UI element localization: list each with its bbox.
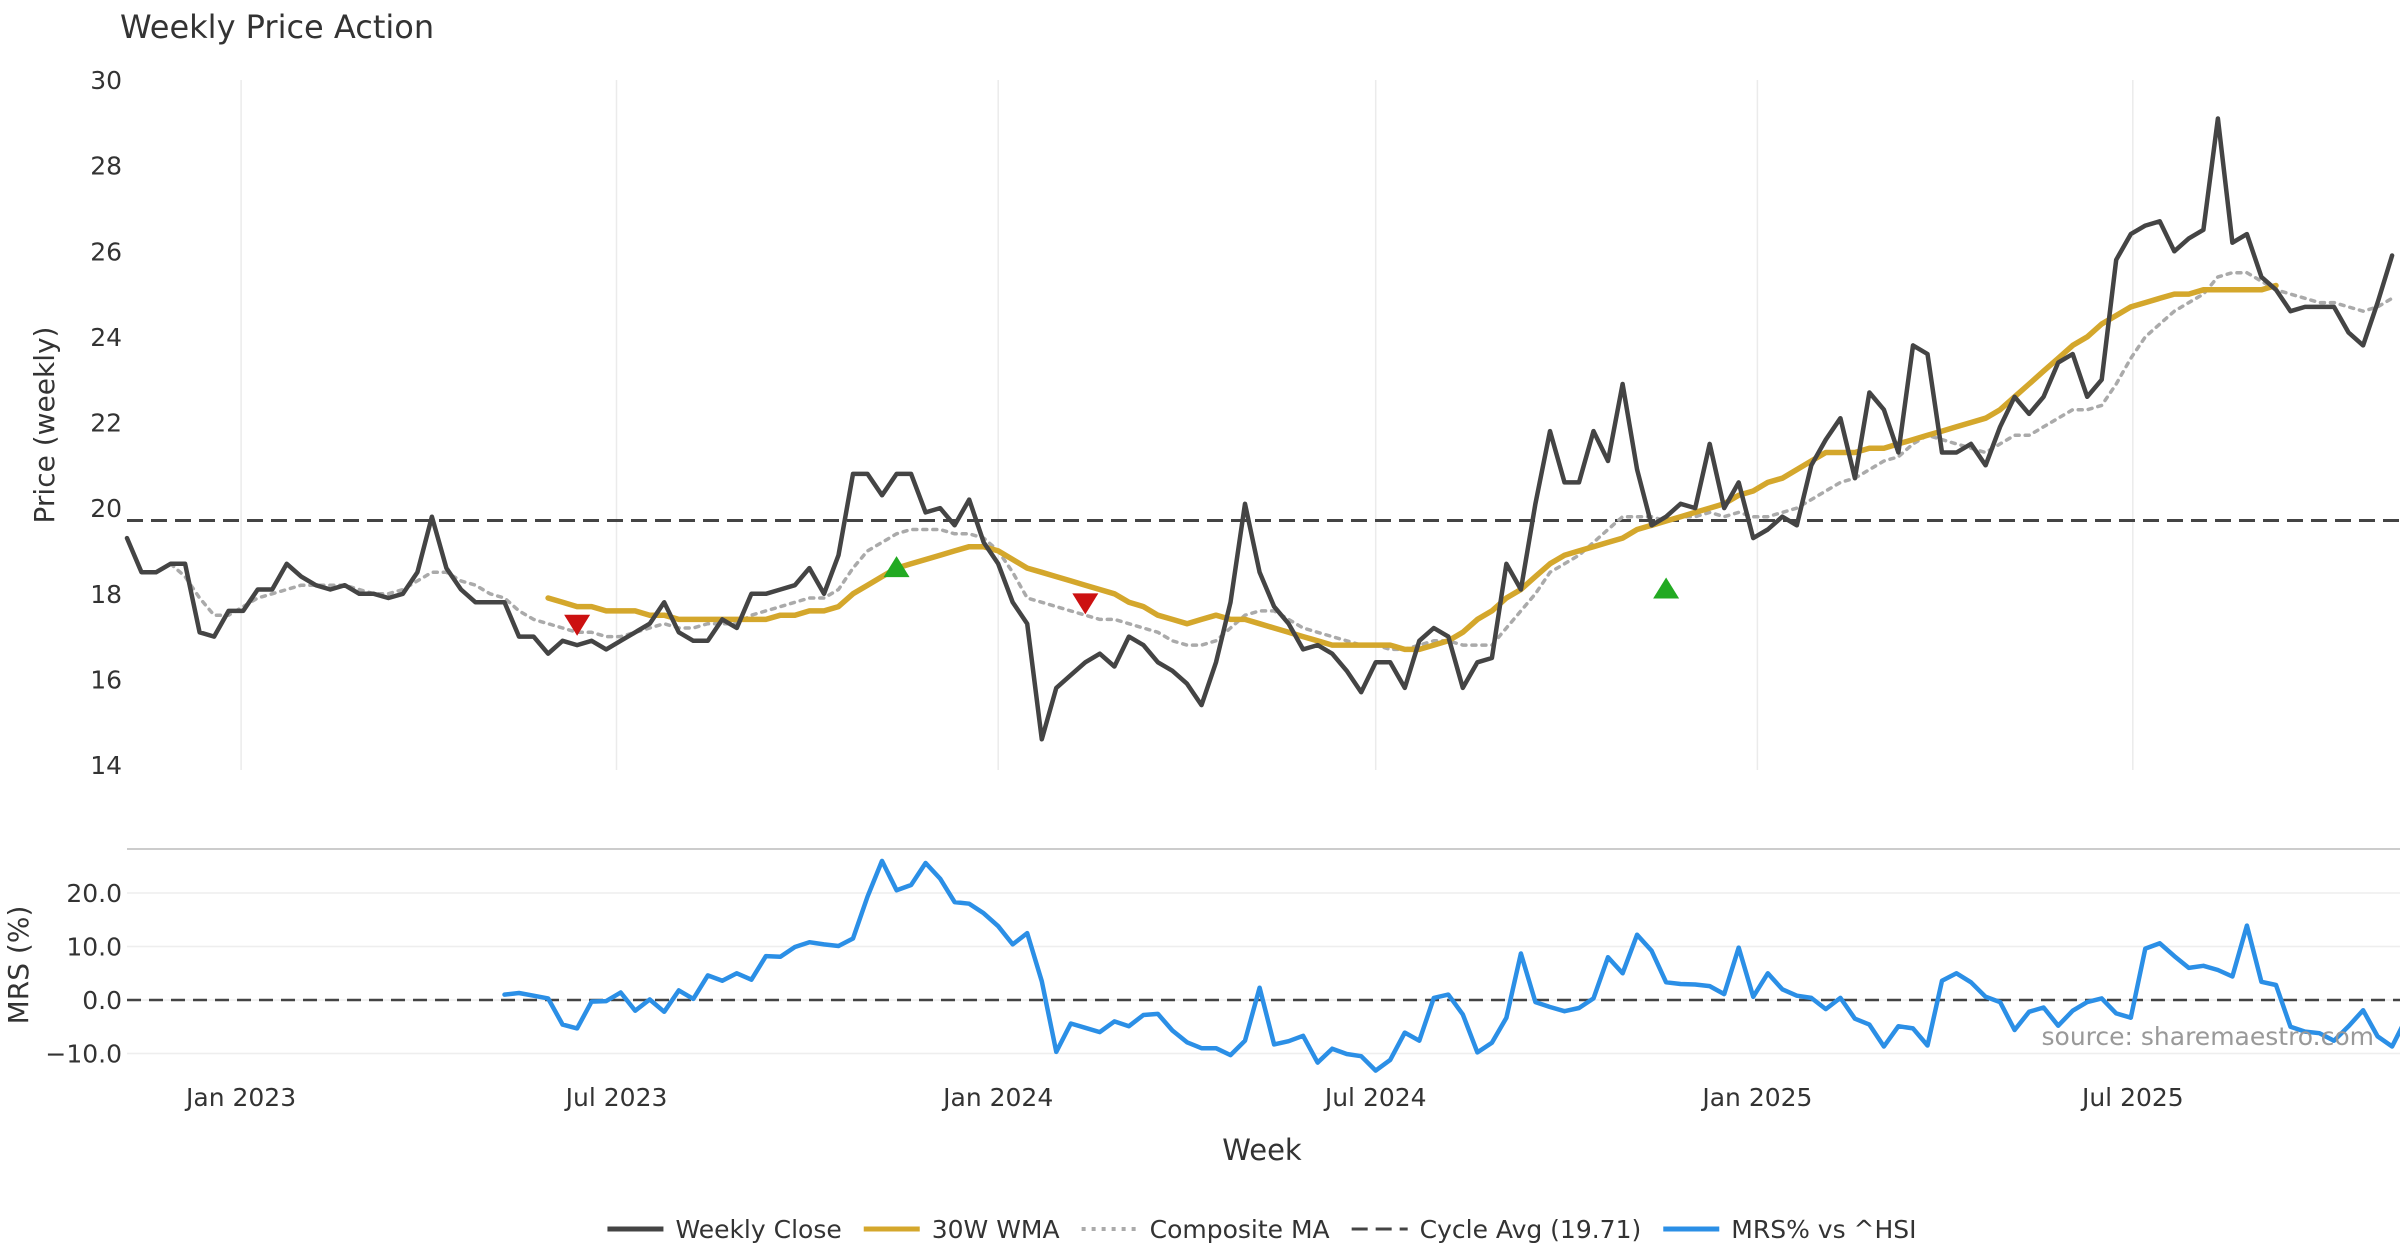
x-axis-label: Week bbox=[1222, 1133, 1302, 1167]
legend-label-3: Cycle Avg (19.71) bbox=[1420, 1215, 1642, 1244]
buy-signal-marker-3 bbox=[1653, 577, 1680, 599]
legend-label-1: 30W WMA bbox=[932, 1215, 1060, 1244]
buy-signal-marker-1 bbox=[883, 556, 910, 578]
series-mrs-vs-hsi bbox=[502, 858, 2400, 1073]
chart-title: Weekly Price Action bbox=[120, 8, 434, 46]
price-y-tick-1: 16 bbox=[90, 665, 122, 694]
sell-signal-marker-2 bbox=[1072, 593, 1099, 615]
price-y-tick-0: 14 bbox=[90, 751, 122, 780]
price-y-tick-6: 26 bbox=[90, 237, 122, 266]
legend: Weekly Close 30W WMA Composite MA Cycle Avg… bbox=[607, 1215, 1917, 1244]
mrs-y-tick-3: 20.0 bbox=[66, 879, 122, 908]
price-y-axis-label: Price (weekly) bbox=[28, 327, 61, 524]
legend-label-2: Composite MA bbox=[1150, 1215, 1330, 1244]
legend-label-4: MRS% vs ^HSI bbox=[1731, 1215, 1916, 1244]
mrs-y-tick-2: 10.0 bbox=[66, 933, 122, 962]
series-weekly-close bbox=[124, 116, 2395, 742]
price-y-ticks: 14 16 18 20 22 24 26 28 30 bbox=[90, 66, 122, 780]
price-y-tick-3: 20 bbox=[90, 494, 122, 523]
price-y-tick-2: 18 bbox=[90, 580, 122, 609]
mrs-y-ticks: −10.0 0.0 10.0 20.0 bbox=[45, 879, 122, 1069]
series-composite-ma bbox=[168, 270, 2394, 652]
price-y-tick-4: 22 bbox=[90, 409, 122, 438]
price-gridlines bbox=[240, 80, 2134, 770]
x-tick-0: Jan 2023 bbox=[184, 1083, 296, 1112]
legend-label-0: Weekly Close bbox=[675, 1215, 841, 1244]
x-tick-3: Jul 2024 bbox=[1323, 1083, 1427, 1112]
x-tick-4: Jan 2025 bbox=[1700, 1083, 1812, 1112]
signal-markers bbox=[564, 556, 1680, 636]
x-axis-ticks: Jan 2023 Jul 2023 Jan 2024 Jul 2024 Jan 2025… bbox=[184, 1083, 2184, 1112]
sell-signal-marker-0 bbox=[564, 614, 591, 636]
mrs-series bbox=[502, 858, 2400, 1073]
x-tick-5: Jul 2025 bbox=[2080, 1083, 2184, 1112]
mrs-y-tick-1: 0.0 bbox=[82, 986, 122, 1015]
price-y-tick-7: 28 bbox=[90, 152, 122, 181]
price-y-tick-5: 24 bbox=[90, 323, 122, 352]
series-30w-wma bbox=[545, 282, 2279, 653]
price-series bbox=[124, 116, 2395, 742]
x-tick-1: Jul 2023 bbox=[564, 1083, 668, 1112]
watermark: source: sharemaestro.com bbox=[2042, 1022, 2375, 1051]
mrs-y-tick-0: −10.0 bbox=[45, 1040, 122, 1069]
mrs-y-axis-label: MRS (%) bbox=[2, 906, 35, 1025]
x-tick-2: Jan 2024 bbox=[941, 1083, 1053, 1112]
price-y-tick-8: 30 bbox=[90, 66, 122, 95]
